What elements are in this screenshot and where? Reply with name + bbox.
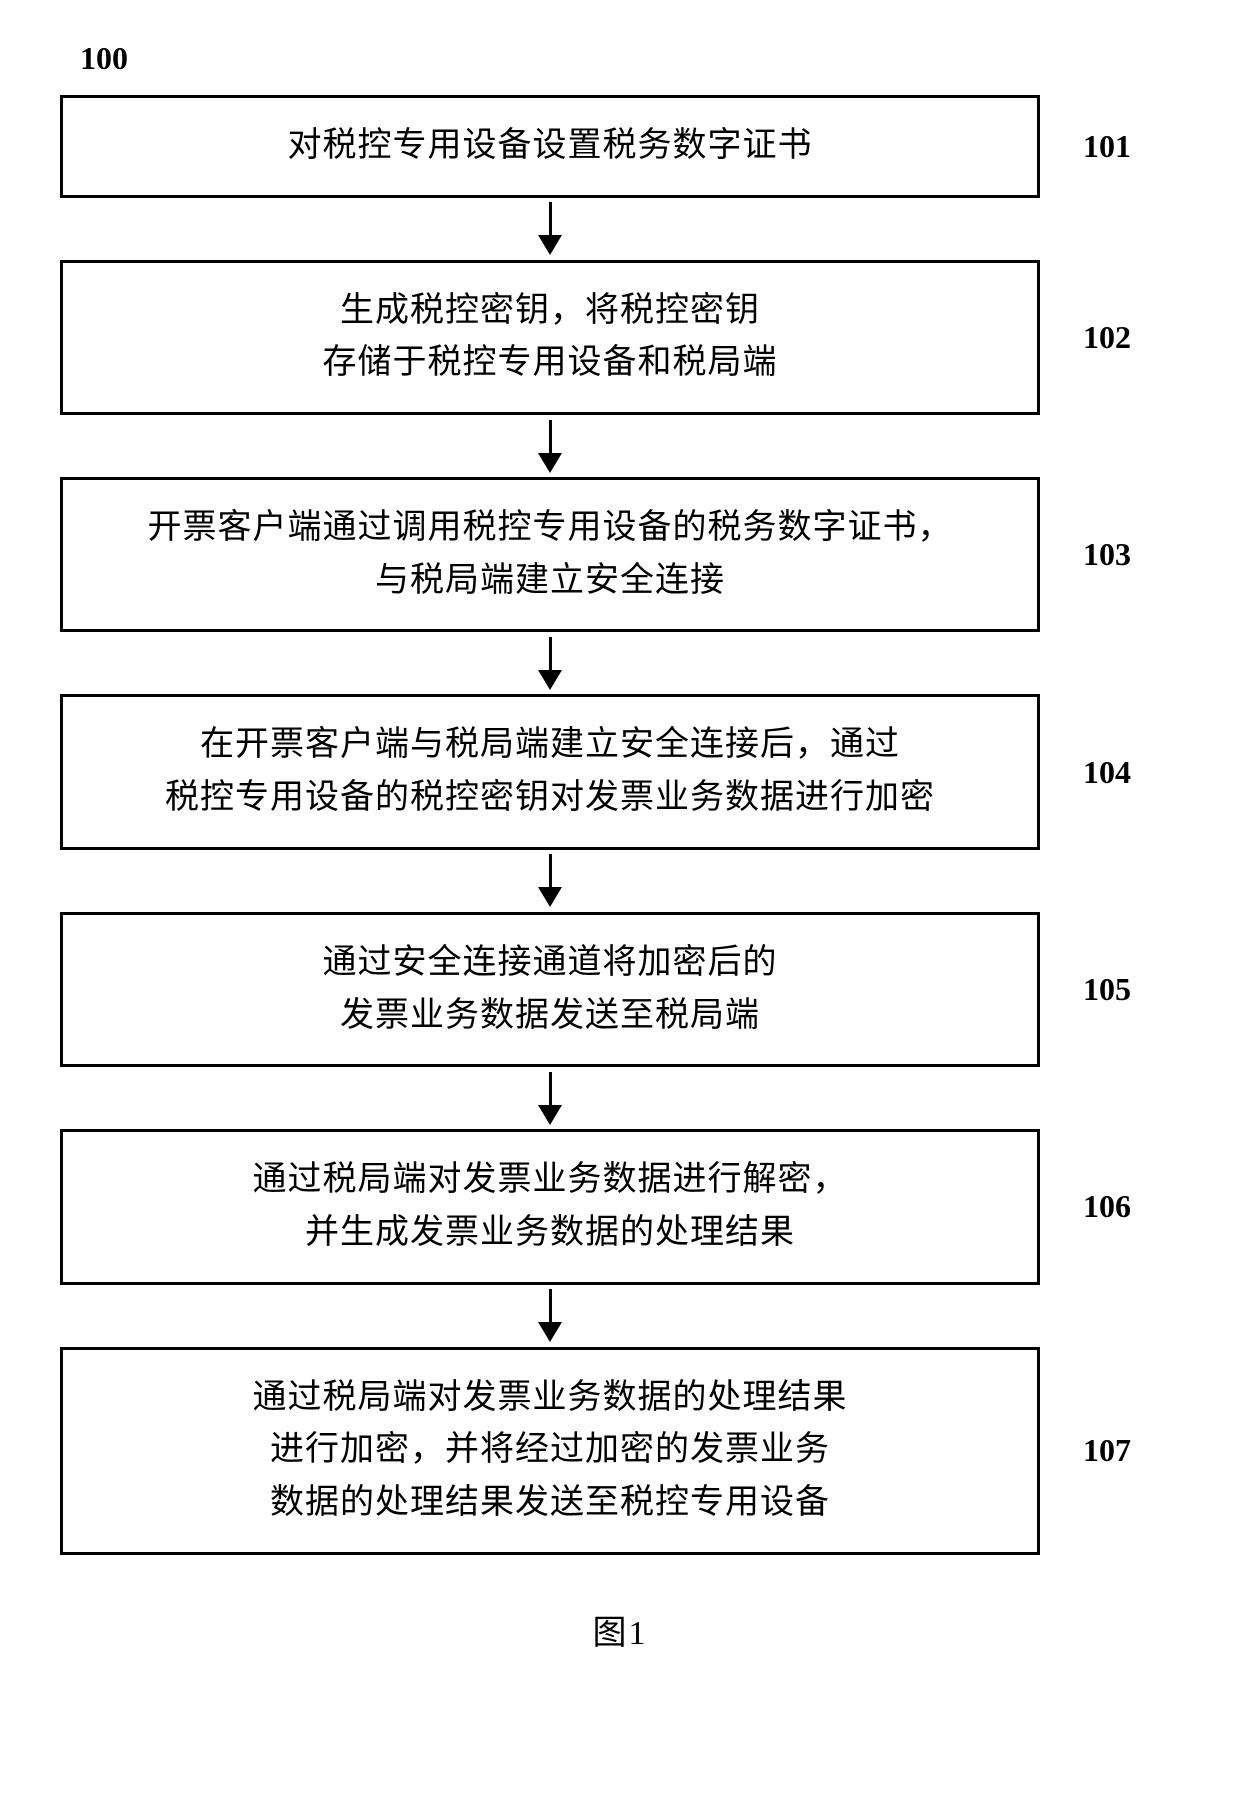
step-box-104: 在开票客户端与税局端建立安全连接后，通过 税控专用设备的税控密钥对发票业务数据进… [60,694,1040,849]
step-text: 通过税局端对发票业务数据的处理结果 [253,1372,848,1425]
arrow-down-icon [538,1072,562,1125]
arrow-down-icon [538,202,562,255]
arrow-row [60,415,1180,477]
arrow-down-icon [538,420,562,473]
step-box-102: 生成税控密钥，将税控密钥 存储于税控专用设备和税局端 [60,260,1040,415]
step-box-105: 通过安全连接通道将加密后的 发票业务数据发送至税局端 [60,912,1040,1067]
step-number: 105 [1052,971,1162,1008]
arrow-row [60,850,1180,912]
step-text: 并生成发票业务数据的处理结果 [305,1207,795,1260]
step-text: 在开票客户端与税局端建立安全连接后，通过 [200,719,900,772]
step-row: 在开票客户端与税局端建立安全连接后，通过 税控专用设备的税控密钥对发票业务数据进… [60,694,1180,849]
step-box-107: 通过税局端对发票业务数据的处理结果 进行加密，并将经过加密的发票业务 数据的处理… [60,1347,1040,1555]
step-text: 数据的处理结果发送至税控专用设备 [270,1477,830,1530]
flowchart-container: 100 对税控专用设备设置税务数字证书 101 生成税控密钥，将税控密钥 存储于… [0,0,1240,1734]
step-row: 通过税局端对发票业务数据的处理结果 进行加密，并将经过加密的发票业务 数据的处理… [60,1347,1180,1555]
step-text: 开票客户端通过调用税控专用设备的税务数字证书， [148,502,953,555]
step-number: 101 [1052,128,1162,165]
step-box-103: 开票客户端通过调用税控专用设备的税务数字证书， 与税局端建立安全连接 [60,477,1040,632]
step-text: 存储于税控专用设备和税局端 [323,337,778,390]
step-row: 生成税控密钥，将税控密钥 存储于税控专用设备和税局端 102 [60,260,1180,415]
arrow-down-icon [538,854,562,907]
arrow-row [60,198,1180,260]
arrow-row [60,632,1180,694]
step-text: 与税局端建立安全连接 [375,555,725,608]
step-text: 税控专用设备的税控密钥对发票业务数据进行加密 [165,772,935,825]
step-text: 发票业务数据发送至税局端 [340,990,760,1043]
step-text: 通过税局端对发票业务数据进行解密， [253,1154,848,1207]
arrow-down-icon [538,637,562,690]
step-number: 104 [1052,754,1162,791]
arrow-row [60,1285,1180,1347]
step-number: 107 [1052,1432,1162,1469]
step-box-101: 对税控专用设备设置税务数字证书 [60,95,1040,198]
step-text: 通过安全连接通道将加密后的 [323,937,778,990]
step-number: 106 [1052,1188,1162,1225]
figure-caption: 图1 [60,1605,1180,1654]
step-row: 对税控专用设备设置税务数字证书 101 [60,95,1180,198]
step-text: 进行加密，并将经过加密的发票业务 [270,1424,830,1477]
step-box-106: 通过税局端对发票业务数据进行解密， 并生成发票业务数据的处理结果 [60,1129,1040,1284]
flowchart: 对税控专用设备设置税务数字证书 101 生成税控密钥，将税控密钥 存储于税控专用… [60,95,1180,1555]
figure-number: 100 [60,40,1180,77]
step-number: 102 [1052,319,1162,356]
step-text: 对税控专用设备设置税务数字证书 [288,120,813,173]
step-number: 103 [1052,536,1162,573]
step-row: 开票客户端通过调用税控专用设备的税务数字证书， 与税局端建立安全连接 103 [60,477,1180,632]
arrow-row [60,1067,1180,1129]
step-row: 通过税局端对发票业务数据进行解密， 并生成发票业务数据的处理结果 106 [60,1129,1180,1284]
arrow-down-icon [538,1289,562,1342]
step-row: 通过安全连接通道将加密后的 发票业务数据发送至税局端 105 [60,912,1180,1067]
step-text: 生成税控密钥，将税控密钥 [340,285,760,338]
